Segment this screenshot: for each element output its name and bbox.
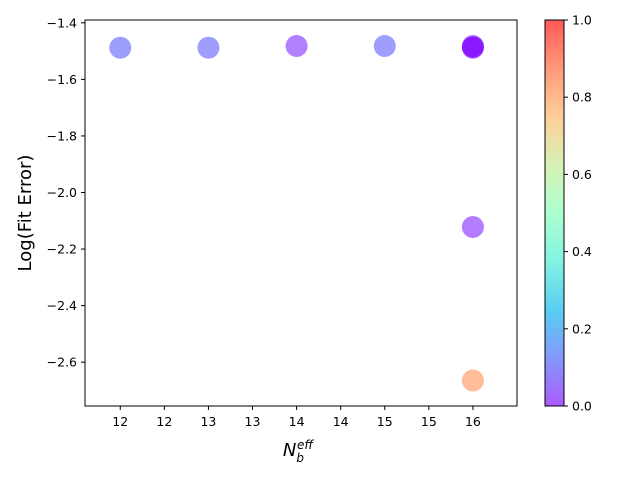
colorbar-ticks: 0.0 0.2 0.4 0.6 0.8 1.0	[564, 13, 592, 414]
data-point-4	[373, 35, 396, 58]
colorbar-tick-label: 0.2	[572, 321, 592, 336]
data-point-8	[461, 215, 484, 238]
colorbar-tick-label: 0.0	[572, 399, 592, 414]
x-axis-ticks: 12 12 13 13 14 14 15 15 16	[112, 406, 481, 429]
data-point-7	[461, 36, 484, 59]
x-tick-label: 15	[377, 414, 393, 429]
colorbar-tick-label: 0.8	[572, 90, 592, 105]
x-tick-label: 12	[156, 414, 172, 429]
colorbar-tick-label: 0.6	[572, 167, 592, 182]
y-tick-label: −2.4	[47, 298, 77, 313]
y-tick-label: −2.2	[47, 242, 77, 257]
y-axis-ticks: −2.6 −2.4 −2.2 −2.0 −1.8 −1.6 −1.4	[47, 15, 85, 370]
x-tick-label: 12	[112, 414, 128, 429]
plot-frame	[84, 19, 518, 407]
data-point-2	[197, 36, 220, 59]
colorbar-tick-label: 0.4	[572, 244, 592, 259]
x-tick-label: 14	[333, 414, 349, 429]
y-tick-label: −1.4	[47, 15, 77, 30]
data-point-9	[461, 369, 484, 392]
y-axis-label: Log(Fit Error)	[15, 155, 36, 272]
x-tick-label: 16	[465, 414, 481, 429]
x-axis-label: Nbeff	[283, 438, 314, 465]
data-points	[109, 35, 484, 392]
x-tick-label: 15	[421, 414, 437, 429]
x-tick-label: 13	[245, 414, 261, 429]
y-tick-label: −1.8	[47, 128, 77, 143]
y-tick-label: −2.6	[47, 355, 77, 370]
colorbar	[544, 19, 565, 407]
colorbar-tick-label: 1.0	[572, 13, 592, 28]
plot-area	[85, 20, 517, 406]
data-point-3	[285, 35, 308, 58]
x-tick-label: 14	[289, 414, 305, 429]
y-tick-label: −2.0	[47, 185, 77, 200]
y-tick-label: −1.6	[47, 72, 77, 87]
x-tick-label: 13	[200, 414, 216, 429]
data-point-1	[109, 36, 132, 59]
